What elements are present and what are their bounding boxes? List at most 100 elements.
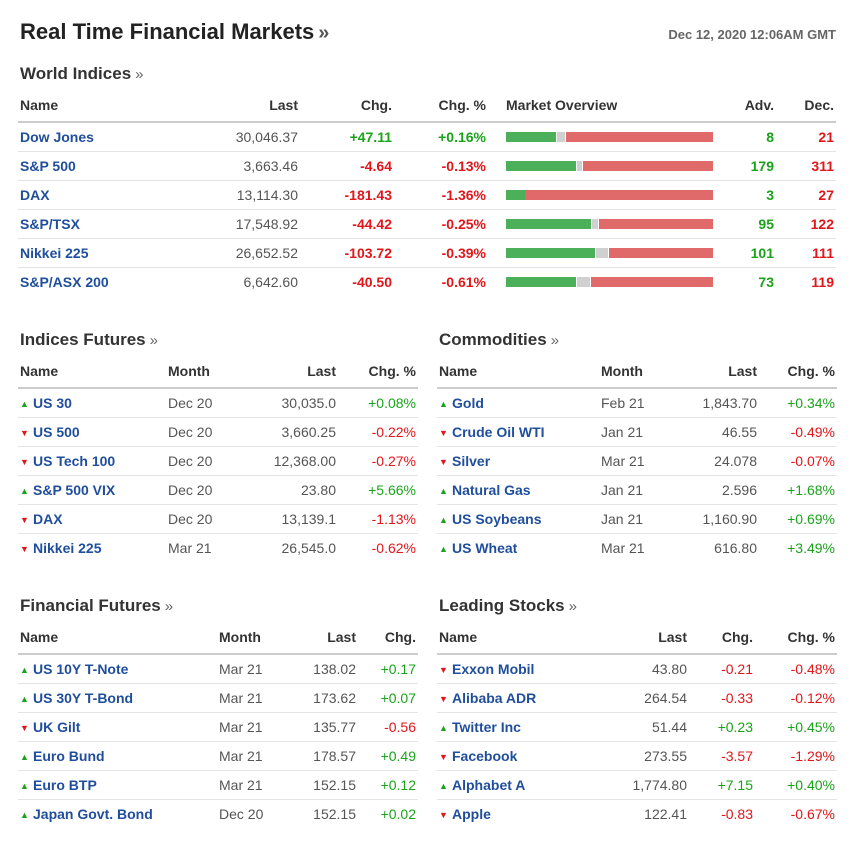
financial-futures-title[interactable]: Financial Futures» [20, 596, 174, 615]
instrument-last: 138.02 [292, 654, 358, 684]
index-last: 3,663.46 [148, 151, 300, 181]
commodity-name-link[interactable]: ▼ Silver [437, 446, 599, 476]
index-name-link[interactable]: DAX [18, 180, 148, 210]
table-row[interactable]: ▼ US Tech 100 Dec 20 12,368.00 -0.27% [18, 446, 418, 476]
commodity-chg-pct: -0.07% [759, 446, 837, 476]
commodity-name-link[interactable]: ▲ Natural Gas [437, 475, 599, 505]
table-row[interactable]: Nikkei 225 26,652.52 -103.72 -0.39% 101 … [18, 238, 836, 268]
table-row[interactable]: ▼ Silver Mar 21 24.078 -0.07% [437, 446, 837, 476]
instrument-name-link[interactable]: ▲ Euro Bund [18, 741, 217, 771]
table-row[interactable]: S&P/TSX 17,548.92 -44.42 -0.25% 95 122 [18, 209, 836, 239]
stock-name-link[interactable]: ▼ Apple [439, 806, 491, 822]
contract-month: Jan 21 [599, 417, 679, 447]
index-name-link[interactable]: Nikkei 225 [18, 238, 148, 268]
page-title[interactable]: Real Time Financial Markets» [20, 19, 330, 44]
table-row[interactable]: ▼ Alibaba ADR 264.54 -0.33 -0.12% [437, 683, 837, 713]
instrument-last: 12,368.00 [254, 446, 338, 476]
commodity-name-link[interactable]: ▲ Gold [437, 388, 599, 418]
index-name-link[interactable]: S&P/TSX [18, 209, 148, 239]
instrument-name-link[interactable]: ▼ UK Gilt [18, 712, 217, 742]
table-row[interactable]: ▲ US 30Y T-Bond Mar 21 173.62 +0.07 [18, 683, 418, 713]
instrument-name-link[interactable]: ▼ Nikkei 225 [20, 540, 102, 556]
index-name-link[interactable]: S&P 500 [18, 151, 148, 181]
table-row[interactable]: S&P/ASX 200 6,642.60 -40.50 -0.61% 73 11… [18, 268, 836, 297]
more-arrow-icon[interactable]: » [568, 598, 577, 615]
index-name-link[interactable]: Dow Jones [18, 122, 148, 152]
instrument-name-link[interactable]: ▲ US 10Y T-Note [18, 654, 217, 684]
contract-month: Mar 21 [217, 770, 292, 800]
table-row[interactable]: ▲ US Soybeans Jan 21 1,160.90 +0.69% [437, 504, 837, 534]
table-row[interactable]: ▼ DAX Dec 20 13,139.1 -1.13% [18, 504, 418, 534]
index-name-link[interactable]: S&P/ASX 200 [20, 274, 109, 290]
instrument-name-link[interactable]: ▲ US 30 [18, 388, 166, 418]
decliners-count: 111 [776, 238, 836, 268]
stock-name-link[interactable]: ▲ Twitter Inc [437, 712, 613, 742]
table-row[interactable]: S&P 500 3,663.46 -4.64 -0.13% 179 311 [18, 151, 836, 181]
stock-name-link[interactable]: ▼ Alibaba ADR [437, 683, 613, 713]
more-arrow-icon[interactable]: » [318, 22, 330, 44]
stock-last: 1,774.80 [613, 770, 689, 800]
instrument-name-link[interactable]: ▲ Euro BTP [18, 770, 217, 800]
table-row[interactable]: ▼ Nikkei 225 Mar 21 26,545.0 -0.62% [18, 534, 418, 563]
declining-segment [565, 132, 713, 142]
table-row[interactable]: ▲ Euro Bund Mar 21 178.57 +0.49 [18, 741, 418, 771]
column-header-last: Last [292, 620, 358, 655]
stock-chg-pct: -0.48% [755, 654, 837, 684]
instrument-name-link[interactable]: ▼ US Tech 100 [18, 446, 166, 476]
world-indices-title[interactable]: World Indices» [20, 64, 144, 83]
index-last: 26,652.52 [148, 238, 300, 268]
table-row[interactable]: ▲ Natural Gas Jan 21 2.596 +1.68% [437, 475, 837, 505]
commodity-chg-pct: -0.49% [759, 417, 837, 447]
instrument-chg-pct: -1.13% [338, 504, 418, 534]
index-chg: -40.50 [352, 274, 392, 290]
table-row[interactable]: ▲ Japan Govt. Bond Dec 20 152.15 +0.02 [18, 800, 418, 829]
table-row[interactable]: ▲ Twitter Inc 51.44 +0.23 +0.45% [437, 712, 837, 742]
table-row[interactable]: DAX 13,114.30 -181.43 -1.36% 3 27 [18, 180, 836, 210]
table-row[interactable]: ▲ US 30 Dec 20 30,035.0 +0.08% [18, 388, 418, 418]
column-header-name: Name [437, 620, 613, 655]
table-row[interactable]: ▼ Exxon Mobil 43.80 -0.21 -0.48% [437, 654, 837, 684]
stock-name-link[interactable]: ▲ Alphabet A [437, 770, 613, 800]
commodity-name-link[interactable]: ▲ US Wheat [439, 540, 518, 556]
table-row[interactable]: Dow Jones 30,046.37 +47.11 +0.16% 8 21 [18, 122, 836, 152]
table-row[interactable]: ▲ Euro BTP Mar 21 152.15 +0.12 [18, 770, 418, 800]
commodity-name-link[interactable]: ▲ US Soybeans [437, 504, 599, 534]
stock-name-link[interactable]: ▼ Facebook [437, 741, 613, 771]
commodity-name-link[interactable]: ▼ Crude Oil WTI [437, 417, 599, 447]
instrument-name-link[interactable]: ▼ US 500 [18, 417, 166, 447]
leading-stocks-title[interactable]: Leading Stocks» [439, 596, 577, 615]
table-header-row: Name Last Chg. Chg. % [437, 620, 837, 655]
market-overview-cell [488, 209, 718, 239]
declining-segment [599, 219, 713, 229]
table-row[interactable]: ▲ US 10Y T-Note Mar 21 138.02 +0.17 [18, 654, 418, 684]
market-overview-bar [506, 219, 713, 229]
contract-month: Jan 21 [599, 504, 679, 534]
table-row[interactable]: ▲ Gold Feb 21 1,843.70 +0.34% [437, 388, 837, 418]
table-row[interactable]: ▼ Crude Oil WTI Jan 21 46.55 -0.49% [437, 417, 837, 447]
instrument-name-link[interactable]: ▲ S&P 500 VIX [18, 475, 166, 505]
more-arrow-icon[interactable]: » [135, 66, 144, 83]
instrument-name-link[interactable]: ▲ US 30Y T-Bond [18, 683, 217, 713]
commodities-title[interactable]: Commodities» [439, 330, 560, 349]
contract-month: Dec 20 [166, 388, 254, 418]
more-arrow-icon[interactable]: » [164, 598, 174, 615]
stock-name-link[interactable]: ▼ Exxon Mobil [437, 654, 613, 684]
column-header-dec: Dec. [776, 88, 836, 123]
table-row[interactable]: ▲ Alphabet A 1,774.80 +7.15 +0.40% [437, 770, 837, 800]
column-header-adv: Adv. [718, 88, 776, 123]
indices-futures-table: Name Month Last Chg. % ▲ US 30 Dec 20 30,… [18, 354, 418, 562]
instrument-name-link[interactable]: ▲ Japan Govt. Bond [20, 806, 153, 822]
table-row[interactable]: ▼ US 500 Dec 20 3,660.25 -0.22% [18, 417, 418, 447]
table-row[interactable]: ▲ S&P 500 VIX Dec 20 23.80 +5.66% [18, 475, 418, 505]
table-row[interactable]: ▲ US Wheat Mar 21 616.80 +3.49% [437, 534, 837, 563]
table-row[interactable]: ▼ Apple 122.41 -0.83 -0.67% [437, 800, 837, 829]
indices-futures-title[interactable]: Indices Futures» [20, 330, 158, 349]
unchanged-segment [577, 277, 590, 287]
more-arrow-icon[interactable]: » [149, 332, 158, 349]
column-header-chg-pct: Chg. % [755, 620, 837, 655]
instrument-chg-pct: +5.66% [338, 475, 418, 505]
table-row[interactable]: ▼ UK Gilt Mar 21 135.77 -0.56 [18, 712, 418, 742]
more-arrow-icon[interactable]: » [550, 332, 560, 349]
table-row[interactable]: ▼ Facebook 273.55 -3.57 -1.29% [437, 741, 837, 771]
instrument-name-link[interactable]: ▼ DAX [18, 504, 166, 534]
